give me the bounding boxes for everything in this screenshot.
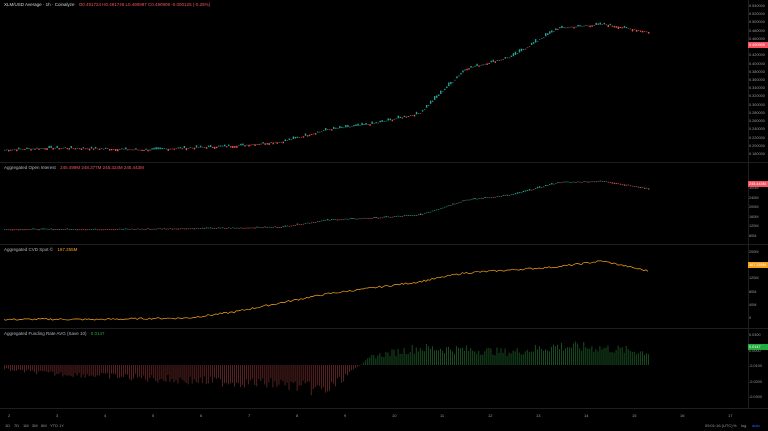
time-tick: 17 bbox=[728, 413, 733, 418]
cvd-values: 167.255M bbox=[57, 247, 78, 252]
time-tick: 10 bbox=[392, 413, 397, 418]
axis-tick: 0.320000 bbox=[749, 94, 765, 99]
axis-tick: 0 bbox=[749, 316, 752, 320]
axis-tick: 0.520000 bbox=[749, 12, 765, 17]
funding-histogram[interactable] bbox=[0, 329, 748, 407]
axis-tick: 0.460000 bbox=[749, 36, 765, 41]
oi-last-tag: 245.443M bbox=[748, 181, 768, 187]
time-tick: 5 bbox=[152, 413, 155, 418]
ohlc-values: O0.491724 H0.491746 L0.490997 C0.490909 … bbox=[78, 2, 211, 7]
time-tick: 7 bbox=[248, 413, 251, 418]
axis-tick: 160M bbox=[749, 214, 759, 219]
axis-tick: 200M bbox=[749, 250, 759, 254]
auto-toggle[interactable]: auto bbox=[752, 423, 760, 428]
axis-tick: 0.540000 bbox=[749, 4, 765, 8]
axis-tick: 0.400000 bbox=[749, 61, 765, 66]
axis-tick: 0.380000 bbox=[749, 69, 765, 74]
funding-values: 0.0147 bbox=[90, 331, 105, 336]
cvd-line[interactable] bbox=[0, 245, 748, 327]
log-toggle[interactable]: log bbox=[741, 423, 747, 428]
axis-tick: 300M bbox=[749, 186, 759, 190]
axis-tick: 200M bbox=[749, 205, 759, 210]
axis-tick: 0.500000 bbox=[749, 20, 765, 25]
time-tick: 11 bbox=[440, 413, 445, 418]
time-tick: 9 bbox=[344, 413, 347, 418]
cvd-label: Aggregated CVD Spot © bbox=[4, 247, 54, 252]
axis-tick: 0.220000 bbox=[749, 135, 765, 140]
time-tick: 6 bbox=[200, 413, 203, 418]
oi-legend: Aggregated Open Interest 245.499M 248.37… bbox=[4, 165, 147, 170]
symbol-title: XLM/USD Average · 1h · Coinalyze bbox=[4, 2, 75, 7]
axis-tick: 0.300000 bbox=[749, 102, 765, 107]
axis-tick: -0.0200 bbox=[749, 379, 762, 384]
axis-tick: 0.260000 bbox=[749, 119, 765, 124]
oi-candles[interactable] bbox=[0, 163, 748, 243]
oi-values: 245.499M 248.377M 245.324M 245.443M bbox=[60, 165, 144, 170]
range-button-1m[interactable]: 1M bbox=[23, 423, 29, 428]
axis-tick: -0.0100 bbox=[749, 364, 762, 368]
axis-tick: 0.240000 bbox=[749, 127, 765, 132]
time-tick: 15 bbox=[632, 413, 637, 418]
range-button-ytd[interactable]: YTD bbox=[50, 423, 58, 428]
funding-legend: Aggregated Funding Rate AVG (Save 10) 0.… bbox=[4, 331, 108, 336]
price-last-tag: 0.490909 bbox=[748, 42, 768, 48]
time-tick: 16 bbox=[680, 413, 685, 418]
axis-tick: 0.480000 bbox=[749, 28, 765, 33]
time-tick: 12 bbox=[488, 413, 493, 418]
axis-tick: 120M bbox=[749, 276, 759, 281]
range-button-3m[interactable]: 3M bbox=[32, 423, 38, 428]
axis-tick: 0.0000 bbox=[749, 348, 761, 353]
price-candles[interactable] bbox=[0, 0, 748, 162]
time-axis[interactable]: 2 3 4 5 6 7 8 9 10 11 12 13 14 15 16 17 bbox=[0, 410, 748, 420]
percent-toggle[interactable]: % bbox=[733, 423, 737, 428]
funding-label: Aggregated Funding Rate AVG (Save 10) bbox=[4, 331, 87, 336]
axis-tick: -0.0300 bbox=[749, 395, 762, 399]
axis-tick: 240M bbox=[749, 195, 759, 200]
time-tick: 14 bbox=[584, 413, 589, 418]
time-tick: 13 bbox=[536, 413, 541, 418]
bottom-toolbar: 09:01:16 (UTC) % log auto 1D 7D 1M 3M 6M YTD 1… bbox=[0, 421, 768, 431]
range-button-1d[interactable]: 1D bbox=[5, 423, 11, 428]
range-button-6m[interactable]: 6M bbox=[41, 423, 47, 428]
time-tick: 8 bbox=[296, 413, 299, 418]
price-legend: XLM/USD Average · 1h · Coinalyze O0.4917… bbox=[4, 2, 213, 7]
cvd-last-tag: 167.255M bbox=[748, 262, 768, 268]
funding-last-tag: 0.0147 bbox=[748, 344, 768, 350]
time-tick: 4 bbox=[104, 413, 107, 418]
range-button-1y[interactable]: 1Y bbox=[59, 423, 64, 428]
range-button-7d[interactable]: 7D bbox=[14, 423, 20, 428]
axis-tick: 80M bbox=[749, 289, 757, 294]
axis-tick: 0.200000 bbox=[749, 143, 765, 148]
axis-tick: 0.360000 bbox=[749, 78, 765, 82]
axis-tick: 0.280000 bbox=[749, 110, 765, 115]
axis-tick: 40M bbox=[749, 302, 757, 307]
axis-tick: 0.180000 bbox=[749, 152, 765, 156]
oi-label: Aggregated Open Interest bbox=[4, 165, 56, 170]
time-tick: 3 bbox=[56, 413, 59, 418]
axis-tick: 80M bbox=[749, 234, 757, 238]
axis-tick: 0.340000 bbox=[749, 86, 765, 91]
time-tick: 2 bbox=[8, 413, 11, 418]
axis-tick: 0.0300 bbox=[749, 333, 761, 337]
axis-tick: 120M bbox=[749, 224, 759, 229]
cvd-legend: Aggregated CVD Spot © 167.255M bbox=[4, 247, 80, 252]
timezone-label[interactable]: 09:01:16 (UTC) bbox=[705, 423, 733, 428]
axis-tick: 0.420000 bbox=[749, 53, 765, 58]
